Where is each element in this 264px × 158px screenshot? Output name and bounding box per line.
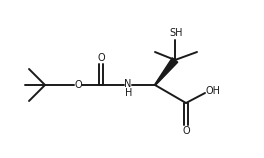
Text: O: O — [74, 80, 82, 90]
Text: O: O — [97, 53, 105, 63]
Text: N: N — [124, 79, 132, 89]
Text: H: H — [125, 88, 133, 98]
Text: OH: OH — [205, 86, 220, 96]
Text: O: O — [182, 127, 190, 137]
Polygon shape — [155, 58, 178, 85]
Text: SH: SH — [169, 28, 183, 38]
